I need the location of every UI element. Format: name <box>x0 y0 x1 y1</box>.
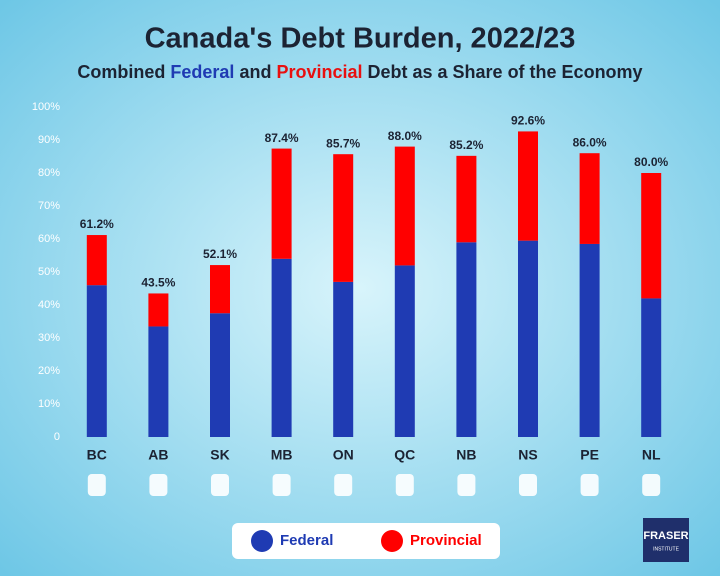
logo-box <box>643 518 689 562</box>
value-label: 61.2% <box>80 217 114 231</box>
province-icon <box>395 474 414 496</box>
x-tick-label: NB <box>456 447 476 463</box>
bar-segment <box>333 281 354 437</box>
bar-segment <box>148 293 169 327</box>
province-icon <box>580 474 599 496</box>
province-icon <box>211 474 229 496</box>
bar-segment <box>579 153 600 244</box>
bar-segment <box>456 242 477 437</box>
y-tick-label: 10% <box>38 398 60 410</box>
y-tick-label: 40% <box>38 299 60 311</box>
legend-marker <box>381 530 403 552</box>
y-tick-label: 0 <box>54 431 60 443</box>
bar-segment <box>456 155 477 243</box>
subtitle-part: Debt as a Share of the Economy <box>363 62 643 82</box>
province-icon <box>519 474 537 496</box>
value-label: 87.4% <box>265 131 299 145</box>
chart-subtitle: Combined Federal and Provincial Debt as … <box>77 62 642 82</box>
bar-segment <box>518 131 538 241</box>
x-tick-label: SK <box>210 447 229 463</box>
bar-segment <box>518 240 538 437</box>
bar-segment <box>579 243 600 437</box>
province-icon <box>334 474 353 496</box>
y-tick-label: 70% <box>38 200 60 212</box>
province-icon <box>457 474 476 496</box>
bar-segment <box>394 146 415 266</box>
value-label: 85.2% <box>449 138 483 152</box>
province-icon <box>149 474 168 496</box>
bar-segment <box>86 285 107 437</box>
chart-title: Canada's Debt Burden, 2022/23 <box>145 23 576 55</box>
y-tick-label: 50% <box>38 266 60 278</box>
x-tick-label: NS <box>518 447 537 463</box>
value-label: 85.7% <box>326 136 360 150</box>
value-label: 86.0% <box>573 135 607 149</box>
x-tick-label: ON <box>333 447 354 463</box>
bar-segment <box>641 298 662 437</box>
province-icon <box>272 474 291 496</box>
value-label: 80.0% <box>634 155 668 169</box>
x-tick-label: BC <box>87 447 107 463</box>
x-tick-label: AB <box>148 447 168 463</box>
legend-label: Federal <box>280 532 333 549</box>
bar-segment <box>86 235 107 286</box>
legend-marker <box>251 530 273 552</box>
value-label: 52.1% <box>203 247 237 261</box>
subtitle-part: Federal <box>170 62 234 82</box>
value-label: 92.6% <box>511 114 545 128</box>
x-tick-label: PE <box>580 447 599 463</box>
x-tick-label: NL <box>642 447 661 463</box>
bar-segment <box>148 326 169 437</box>
subtitle-part: Provincial <box>276 62 362 82</box>
x-tick-label: QC <box>394 447 415 463</box>
bar-segment <box>210 265 230 314</box>
bar-segment <box>271 148 292 259</box>
subtitle-part: Combined <box>77 62 170 82</box>
y-tick-label: 20% <box>38 365 60 377</box>
value-label: 88.0% <box>388 129 422 143</box>
logo-text: INSTITUTE <box>653 546 679 552</box>
y-tick-label: 60% <box>38 233 60 245</box>
y-tick-label: 90% <box>38 134 60 146</box>
legend-box <box>232 523 500 559</box>
y-tick-label: 100% <box>32 101 60 113</box>
province-icon <box>87 474 106 496</box>
bar-segment <box>394 265 415 437</box>
x-tick-label: MB <box>271 447 293 463</box>
logo-text: FRASER <box>643 530 688 542</box>
bar-segment <box>333 154 354 282</box>
legend-label: Provincial <box>410 532 482 549</box>
subtitle-part: and <box>234 62 276 82</box>
y-tick-label: 30% <box>38 332 60 344</box>
bar-segment <box>641 173 662 299</box>
bar-segment <box>271 258 292 437</box>
bar-segment <box>210 313 230 437</box>
province-icon <box>642 474 661 496</box>
y-tick-label: 80% <box>38 167 60 179</box>
value-label: 43.5% <box>141 276 175 290</box>
